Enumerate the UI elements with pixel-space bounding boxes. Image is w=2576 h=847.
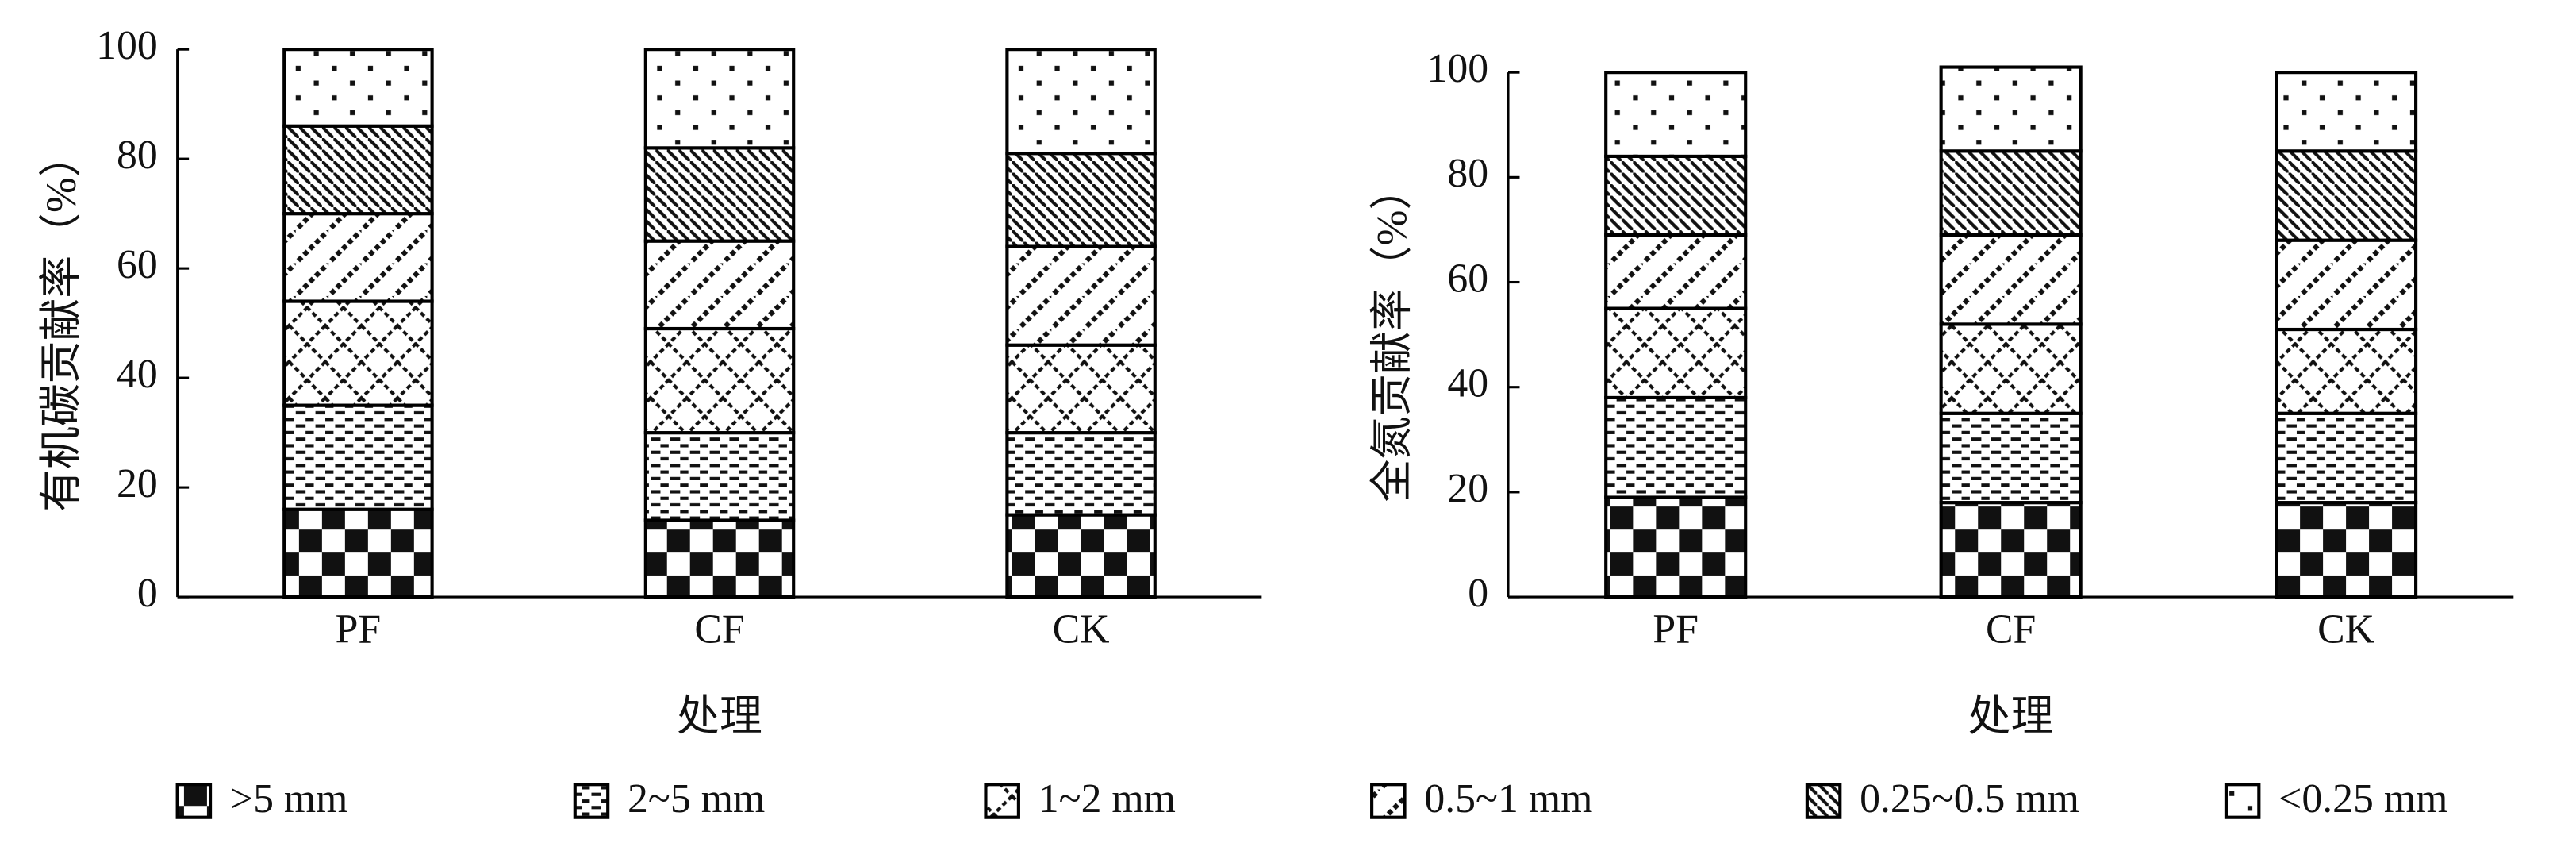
bar-segment	[2275, 411, 2418, 505]
legend-label: 2~5 mm	[628, 776, 765, 822]
legend-swatch	[984, 783, 1020, 819]
bar-segment	[1005, 152, 1157, 248]
bar-segment	[1604, 71, 1748, 158]
bar-segment	[1604, 306, 1748, 400]
bar-segment	[1005, 513, 1157, 599]
bar-segment	[1939, 149, 2083, 237]
bar-segment	[643, 239, 796, 331]
bar-segment	[643, 326, 796, 435]
x-tick-label: CF	[1986, 607, 2036, 653]
x-tick-label: CK	[1053, 607, 1110, 653]
bar-segment	[1604, 495, 1748, 599]
y-tick-label: 60	[117, 242, 158, 287]
bar-segment	[1005, 343, 1157, 435]
y-axis-label: 全氮贡献率（%）	[1369, 167, 1416, 502]
y-tick-label: 40	[117, 352, 158, 397]
x-tick-label: PF	[1653, 607, 1699, 653]
legend-label: 0.25~0.5 mm	[1860, 776, 2079, 822]
legend-swatch	[1805, 783, 1842, 819]
bar-segment	[2275, 501, 2418, 599]
bar-segment	[1604, 154, 1748, 237]
y-tick-label: 80	[117, 133, 158, 178]
bar-segment	[1939, 501, 2083, 599]
bar-segment	[282, 403, 434, 511]
legend-swatch	[2224, 783, 2261, 819]
bar-segment	[282, 299, 434, 407]
y-tick-label: 20	[1447, 466, 1488, 511]
bar-segment	[643, 48, 796, 150]
bar-segment	[1939, 233, 2083, 326]
bar-segment	[1604, 395, 1748, 499]
y-tick-label: 80	[1447, 151, 1488, 196]
y-tick-label: 40	[1447, 361, 1488, 406]
legend-label: <0.25 mm	[2278, 776, 2447, 822]
bar-segment	[2275, 327, 2418, 415]
x-axis-label: 处理	[1968, 692, 2054, 740]
y-tick-label: 100	[1427, 46, 1489, 91]
bar-segment	[282, 124, 434, 216]
y-tick-label: 0	[1468, 571, 1488, 616]
y-tick-label: 0	[137, 571, 158, 616]
bar-segment	[1005, 244, 1157, 347]
x-tick-label: CK	[2317, 607, 2374, 653]
legend-swatch	[1370, 783, 1407, 819]
bar-segment	[643, 146, 796, 243]
legend-swatch	[175, 783, 213, 819]
bar-segment	[282, 507, 434, 599]
x-axis-label: 处理	[677, 692, 762, 740]
x-tick-label: CF	[694, 607, 744, 653]
bar-segment	[1939, 65, 2083, 153]
bar-segment	[1939, 411, 2083, 505]
legend-label: >5 mm	[230, 776, 348, 822]
legend-swatch	[573, 783, 610, 819]
bar-segment	[282, 48, 434, 128]
bar-segment	[643, 431, 796, 522]
bar-segment	[1604, 233, 1748, 310]
x-tick-label: PF	[336, 607, 382, 653]
y-tick-label: 100	[96, 23, 158, 68]
bar-segment	[643, 518, 796, 599]
y-tick-label: 20	[117, 461, 158, 506]
bar-segment	[1005, 431, 1157, 517]
bar-segment	[2275, 71, 2418, 153]
legend-label: 0.5~1 mm	[1424, 776, 1592, 822]
legend-label: 1~2 mm	[1038, 776, 1176, 822]
bar-segment	[2275, 149, 2418, 242]
bar-segment	[1005, 48, 1157, 156]
bar-segment	[1939, 322, 2083, 415]
bar-segment	[2275, 238, 2418, 332]
y-tick-label: 60	[1447, 256, 1488, 301]
bar-segment	[282, 212, 434, 303]
y-axis-label: 有机碳贡献率（%）	[37, 134, 85, 512]
